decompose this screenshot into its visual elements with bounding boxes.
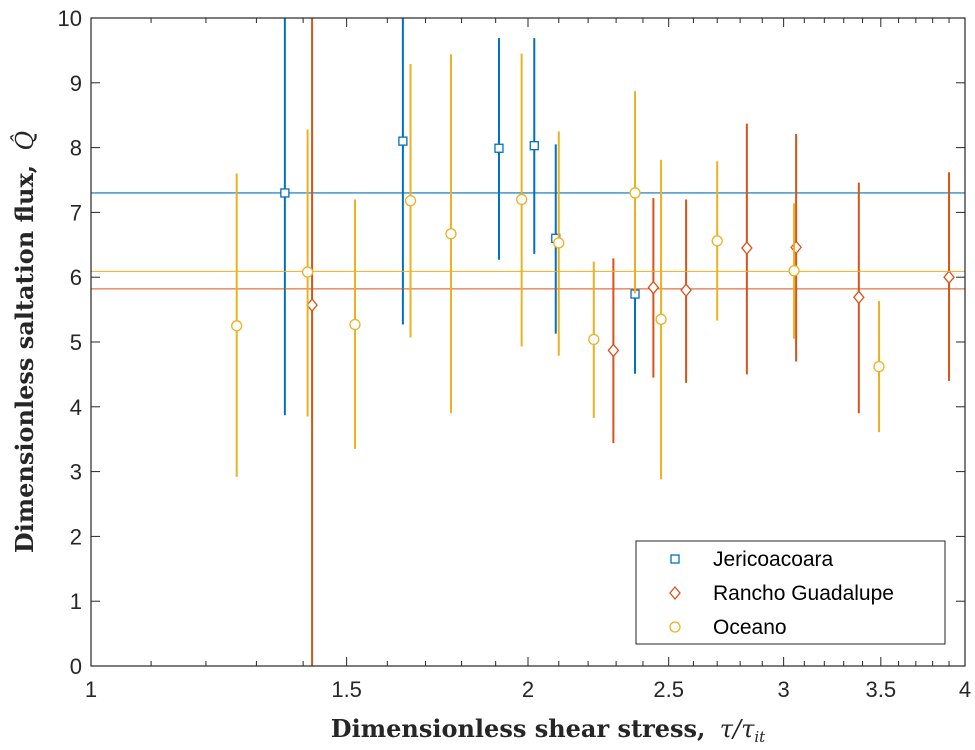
x-tick-label: 2.5 [653,677,684,702]
data-point [852,290,865,305]
y-tick-label: 8 [70,136,82,161]
y-tick-label: 4 [70,395,82,420]
data-point [873,360,885,373]
data-point [529,141,539,151]
data-point [306,298,318,313]
data-point [301,266,314,278]
x-tick-label: 3.5 [866,677,897,702]
data-point [788,265,800,277]
data-point [445,228,457,240]
legend-box [635,540,946,645]
x-tick-label: 1.5 [331,677,362,702]
legend: Jericoacoara Rancho Guadalupe Oceano [635,540,946,645]
data-point [553,237,565,249]
data-point [280,188,290,198]
data-point [680,283,692,298]
y-axis-label-math: Q̂ [11,131,39,151]
data-point [398,136,408,146]
data-point [404,195,417,207]
legend-marker [670,554,680,564]
y-tick-label: 3 [70,460,82,485]
data-point [711,235,723,247]
data-point [349,318,361,331]
data-point [588,333,600,346]
axes-layer [90,17,966,667]
data-point [494,143,504,153]
legend-label: Jericoacoara [713,548,834,571]
data-point [655,313,667,325]
x-tick-label: 1 [85,677,97,702]
legend-item: Oceano [669,616,787,639]
legend-item: Jericoacoara [670,548,834,571]
legend-item: Rancho Guadalupe [669,582,894,605]
x-axis-label-math: τ/τ [720,715,755,743]
y-tick-label: 10 [58,6,82,31]
y-axis-label: Dimensionless saltation flux, Q̂ [10,131,39,553]
legend-marker [669,585,681,601]
y-axis-label-text: Dimensionless saltation flux, [10,165,39,553]
y-tick-label: 9 [70,71,82,96]
legend-marker [669,621,681,633]
x-tick-label: 4 [959,677,971,702]
y-tick-label: 2 [70,524,82,549]
x-axis-label-text: Dimensionless shear stress, [331,714,706,743]
data-point [231,320,243,332]
series-layer [91,18,965,666]
x-tick-label: 2 [522,677,534,702]
legend-label: Rancho Guadalupe [713,582,894,605]
data-point [629,187,641,199]
data-point [741,241,753,256]
data-point [516,193,528,206]
data-point [647,280,660,295]
y-tick-label: 1 [70,589,82,614]
data-point [607,343,620,358]
x-tick-label: 3 [778,677,790,702]
y-tick-label: 7 [70,200,82,225]
y-tick-label: 0 [70,654,82,679]
x-axis-label-math-sub: it [754,728,766,746]
x-axis-label: Dimensionless shear stress, τ/τit [331,714,766,746]
series-oceano [91,53,965,480]
y-tick-label: 6 [70,265,82,290]
y-tick-label: 5 [70,330,82,355]
legend-label: Oceano [713,616,787,639]
data-point [943,270,955,285]
